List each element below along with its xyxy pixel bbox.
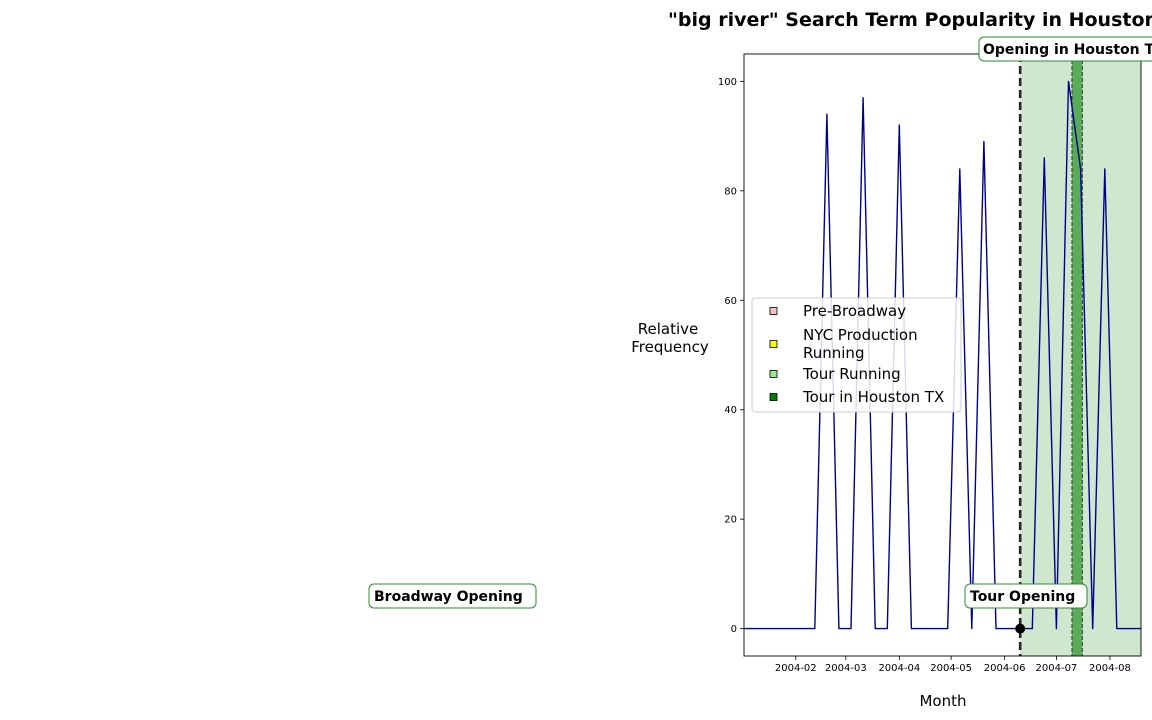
y-tick-label: 20 xyxy=(724,515,737,526)
annotation-box-3 xyxy=(368,583,537,609)
span-2 xyxy=(1071,54,1083,656)
y-axis-label-line-1: Relative xyxy=(638,320,699,338)
x-tick-label: 2004-06 xyxy=(984,663,1026,674)
annotation-text: Broadway Opening xyxy=(374,589,523,605)
x-ticks: 2004-02 2004-03 2004-04 2004-05 2004-06 2004-… xyxy=(775,656,1131,674)
annotation-box-1 xyxy=(978,36,1152,62)
x-tick-label: 2004-03 xyxy=(825,663,867,674)
legend-label: Pre-Broadway xyxy=(803,302,906,320)
legend-label: Tour in Houston TX xyxy=(802,388,944,406)
x-tick-label: 2004-02 xyxy=(775,663,817,674)
marker-layer xyxy=(1015,623,1026,634)
shaded-spans xyxy=(1020,54,1141,656)
vertical-reference-lines xyxy=(1018,54,1083,656)
chart-title: "big river" Search Term Popularity in Ho… xyxy=(668,9,1152,31)
legend-label: Tour Running xyxy=(802,365,901,383)
x-tick-label: 2004-05 xyxy=(930,663,972,674)
legend-label: NYC Production xyxy=(803,326,918,344)
x-tick-label: 2004-08 xyxy=(1089,663,1131,674)
annotations: Opening in Houston TX Tour Opening Broadwa… xyxy=(368,36,1152,609)
x-axis-label: Month xyxy=(919,692,966,710)
y-axis-label-line-2: Frequency xyxy=(631,338,709,356)
annotation-box-2 xyxy=(964,583,1088,609)
y-ticks: 0 20 40 60 80 100 xyxy=(718,77,744,635)
legend-swatch-2 xyxy=(769,340,778,348)
annotation-text: Tour Opening xyxy=(970,589,1075,605)
legend-swatch-1 xyxy=(769,307,778,315)
legend-swatch-4 xyxy=(769,393,778,401)
legend-box xyxy=(751,297,962,413)
axes-frame xyxy=(743,53,1142,657)
marker-1 xyxy=(1015,623,1026,634)
legend-label: Running xyxy=(803,344,864,362)
axes-frame-rect xyxy=(743,53,1142,657)
y-tick-label: 0 xyxy=(731,624,737,635)
x-tick-label: 2004-04 xyxy=(878,663,920,674)
y-tick-label: 80 xyxy=(724,186,737,197)
annotation-text: Opening in Houston TX xyxy=(983,42,1152,58)
y-tick-label: 60 xyxy=(724,296,737,307)
y-tick-label: 40 xyxy=(724,405,737,416)
series-layer xyxy=(744,80,1141,630)
x-tick-label: 2004-07 xyxy=(1036,663,1078,674)
y-tick-label: 100 xyxy=(718,77,737,88)
legend-swatch-3 xyxy=(769,370,778,378)
series-line-1 xyxy=(744,80,1141,630)
